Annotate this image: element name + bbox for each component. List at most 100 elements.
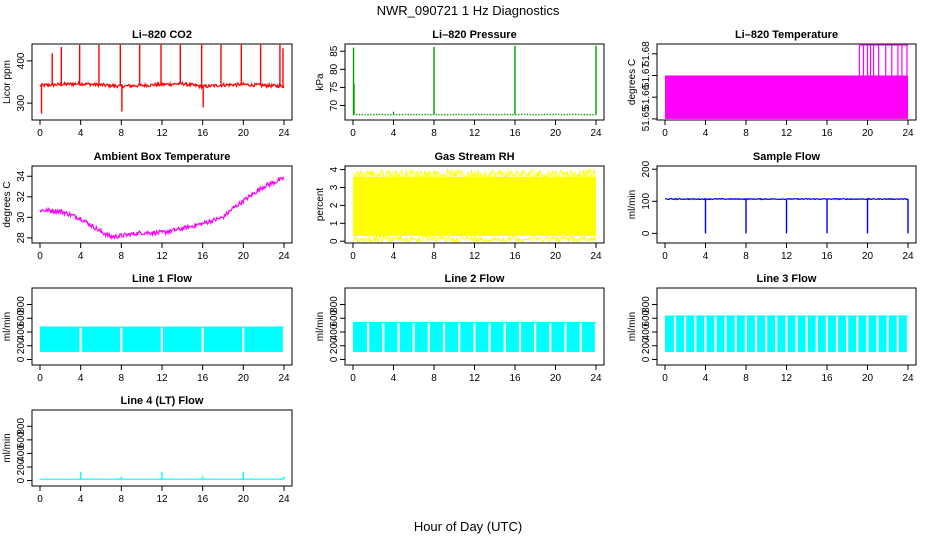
data-gap [412,323,415,352]
series [39,176,285,241]
y-tick-label: 200 [329,337,340,354]
panel: Line 4 (LT) Flow ml/min 0 4 8 12 16 20 24 0 200400… [2,395,293,505]
x-tick-label: 4 [78,251,84,262]
panel: Li–820 CO2 Licor ppm 0 4 8 12 16 20 24 300 400 [2,29,293,139]
panel-title: Line 3 Flow [757,273,817,285]
x-tick-label: 16 [197,373,209,384]
x-tick-label: 8 [119,494,125,505]
data-gap [876,316,879,352]
x-tick-label: 16 [509,251,521,262]
data-gap [594,323,597,352]
y-tick-label: 200 [16,337,27,354]
data-gap [906,316,909,352]
x-tick-label: 24 [278,128,290,139]
data-gap [724,316,727,352]
panel: Line 3 Flow ml/min 0 4 8 12 16 20 24 0 20040060080… [627,273,917,384]
data-gap [694,316,697,352]
x-tick-label: 24 [590,251,602,262]
y-tick-label: 51.65 [641,106,652,131]
figure-title: NWR_090721 1 Hz Diagnostics [377,3,560,18]
x-tick-label: 24 [278,373,290,384]
data-gap [795,316,798,352]
data-gap [775,316,778,352]
y-tick-label: 600 [16,431,27,448]
y-tick-label: 4 [329,166,340,172]
x-tick-label: 20 [862,251,874,262]
series [39,471,285,480]
panel-title: Gas Stream RH [434,151,514,163]
y-tick-label: 34 [16,170,27,182]
data-gap [564,323,567,352]
data-band [665,75,908,119]
y-tick-label: 2 [329,202,340,208]
data-gap [282,327,285,352]
data-gap [242,327,245,352]
panel-y-axis-label: kPa [315,73,326,91]
x-tick-label: 12 [781,128,793,139]
x-tick-label: 0 [37,128,43,139]
data-gap [397,323,400,352]
y-tick-label: 51.68 [641,41,652,66]
data-gap [382,323,385,352]
data-gap [744,316,747,352]
series [352,45,597,116]
x-tick-label: 12 [156,494,168,505]
panel-title: Line 2 Flow [445,273,505,285]
x-tick-label: 8 [743,128,749,139]
data-gap [896,316,899,352]
panel-y-axis-label: ml/min [627,312,638,341]
x-tick-label: 24 [902,128,914,139]
figure-x-axis-label: Hour of Day (UTC) [414,519,522,534]
panel-y-axis-label: ml/min [315,312,326,341]
x-tick-label: 16 [197,128,209,139]
y-tick-label: 51.66 [641,84,652,109]
series-line [352,167,596,181]
panel-y-axis-label: ml/min [2,312,13,341]
data-gap [856,316,859,352]
data-gap [765,316,768,352]
data-gap [714,316,717,352]
y-tick-label: 800 [16,418,27,435]
x-tick-label: 8 [431,251,437,262]
data-gap [458,323,461,352]
x-tick-label: 0 [37,373,43,384]
panel: Ambient Box Temperature degrees C 0 4 8 12 16 2… [2,151,293,262]
data-gap [815,316,818,352]
data-gap [120,327,123,352]
panel-y-axis-label: Licor ppm [2,60,13,104]
x-tick-label: 24 [590,128,602,139]
series [352,167,597,244]
data-gap [79,327,82,352]
x-tick-label: 16 [197,251,209,262]
x-tick-label: 12 [469,251,481,262]
x-tick-label: 4 [703,128,709,139]
y-tick-label: 400 [641,323,652,340]
y-tick-label: 200 [641,160,652,177]
y-tick-label: 100 [641,193,652,210]
x-tick-label: 8 [119,373,125,384]
y-tick-label: 0 [16,477,27,483]
panel-y-axis-label: ml/min [2,433,13,462]
x-tick-label: 12 [781,373,793,384]
data-gap [866,316,869,352]
panel-title: Li–820 Temperature [735,29,838,41]
x-tick-label: 12 [156,128,168,139]
data-gap [846,316,849,352]
series-line [353,113,597,116]
y-tick-label: 1 [329,220,340,226]
x-tick-label: 12 [781,251,793,262]
data-gap [201,327,204,352]
y-tick-label: 51.67 [641,63,652,88]
x-tick-label: 0 [662,128,668,139]
x-tick-label: 16 [821,373,833,384]
y-tick-label: 600 [329,309,340,326]
x-tick-label: 24 [902,373,914,384]
x-tick-label: 16 [821,251,833,262]
data-gap [673,316,677,352]
data-gap [518,323,522,352]
x-tick-label: 20 [238,373,250,384]
y-tick-label: 600 [16,309,27,326]
data-gap [503,323,506,352]
x-tick-label: 8 [119,128,125,139]
x-tick-label: 24 [590,373,602,384]
